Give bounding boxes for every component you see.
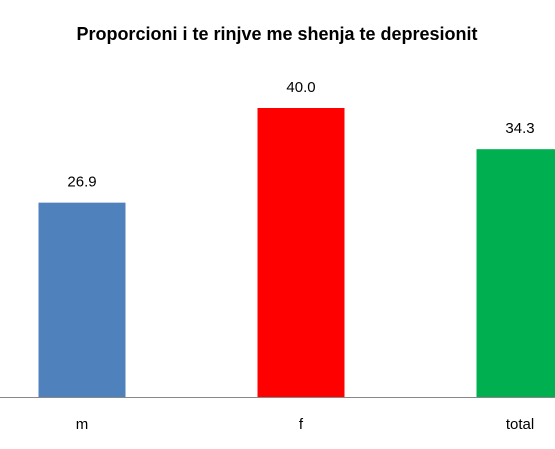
value-label: 40.0	[286, 79, 315, 96]
value-label: 34.3	[505, 120, 534, 137]
chart-title: Proporcioni i te rinjve me shenja te dep…	[76, 24, 477, 44]
x-tick-label: m	[76, 416, 89, 433]
bar	[476, 149, 555, 397]
bar	[257, 108, 345, 397]
x-tick-label: total	[506, 416, 534, 433]
x-tick-label: f	[299, 416, 304, 433]
bar	[38, 202, 126, 397]
value-label: 26.9	[67, 174, 96, 191]
